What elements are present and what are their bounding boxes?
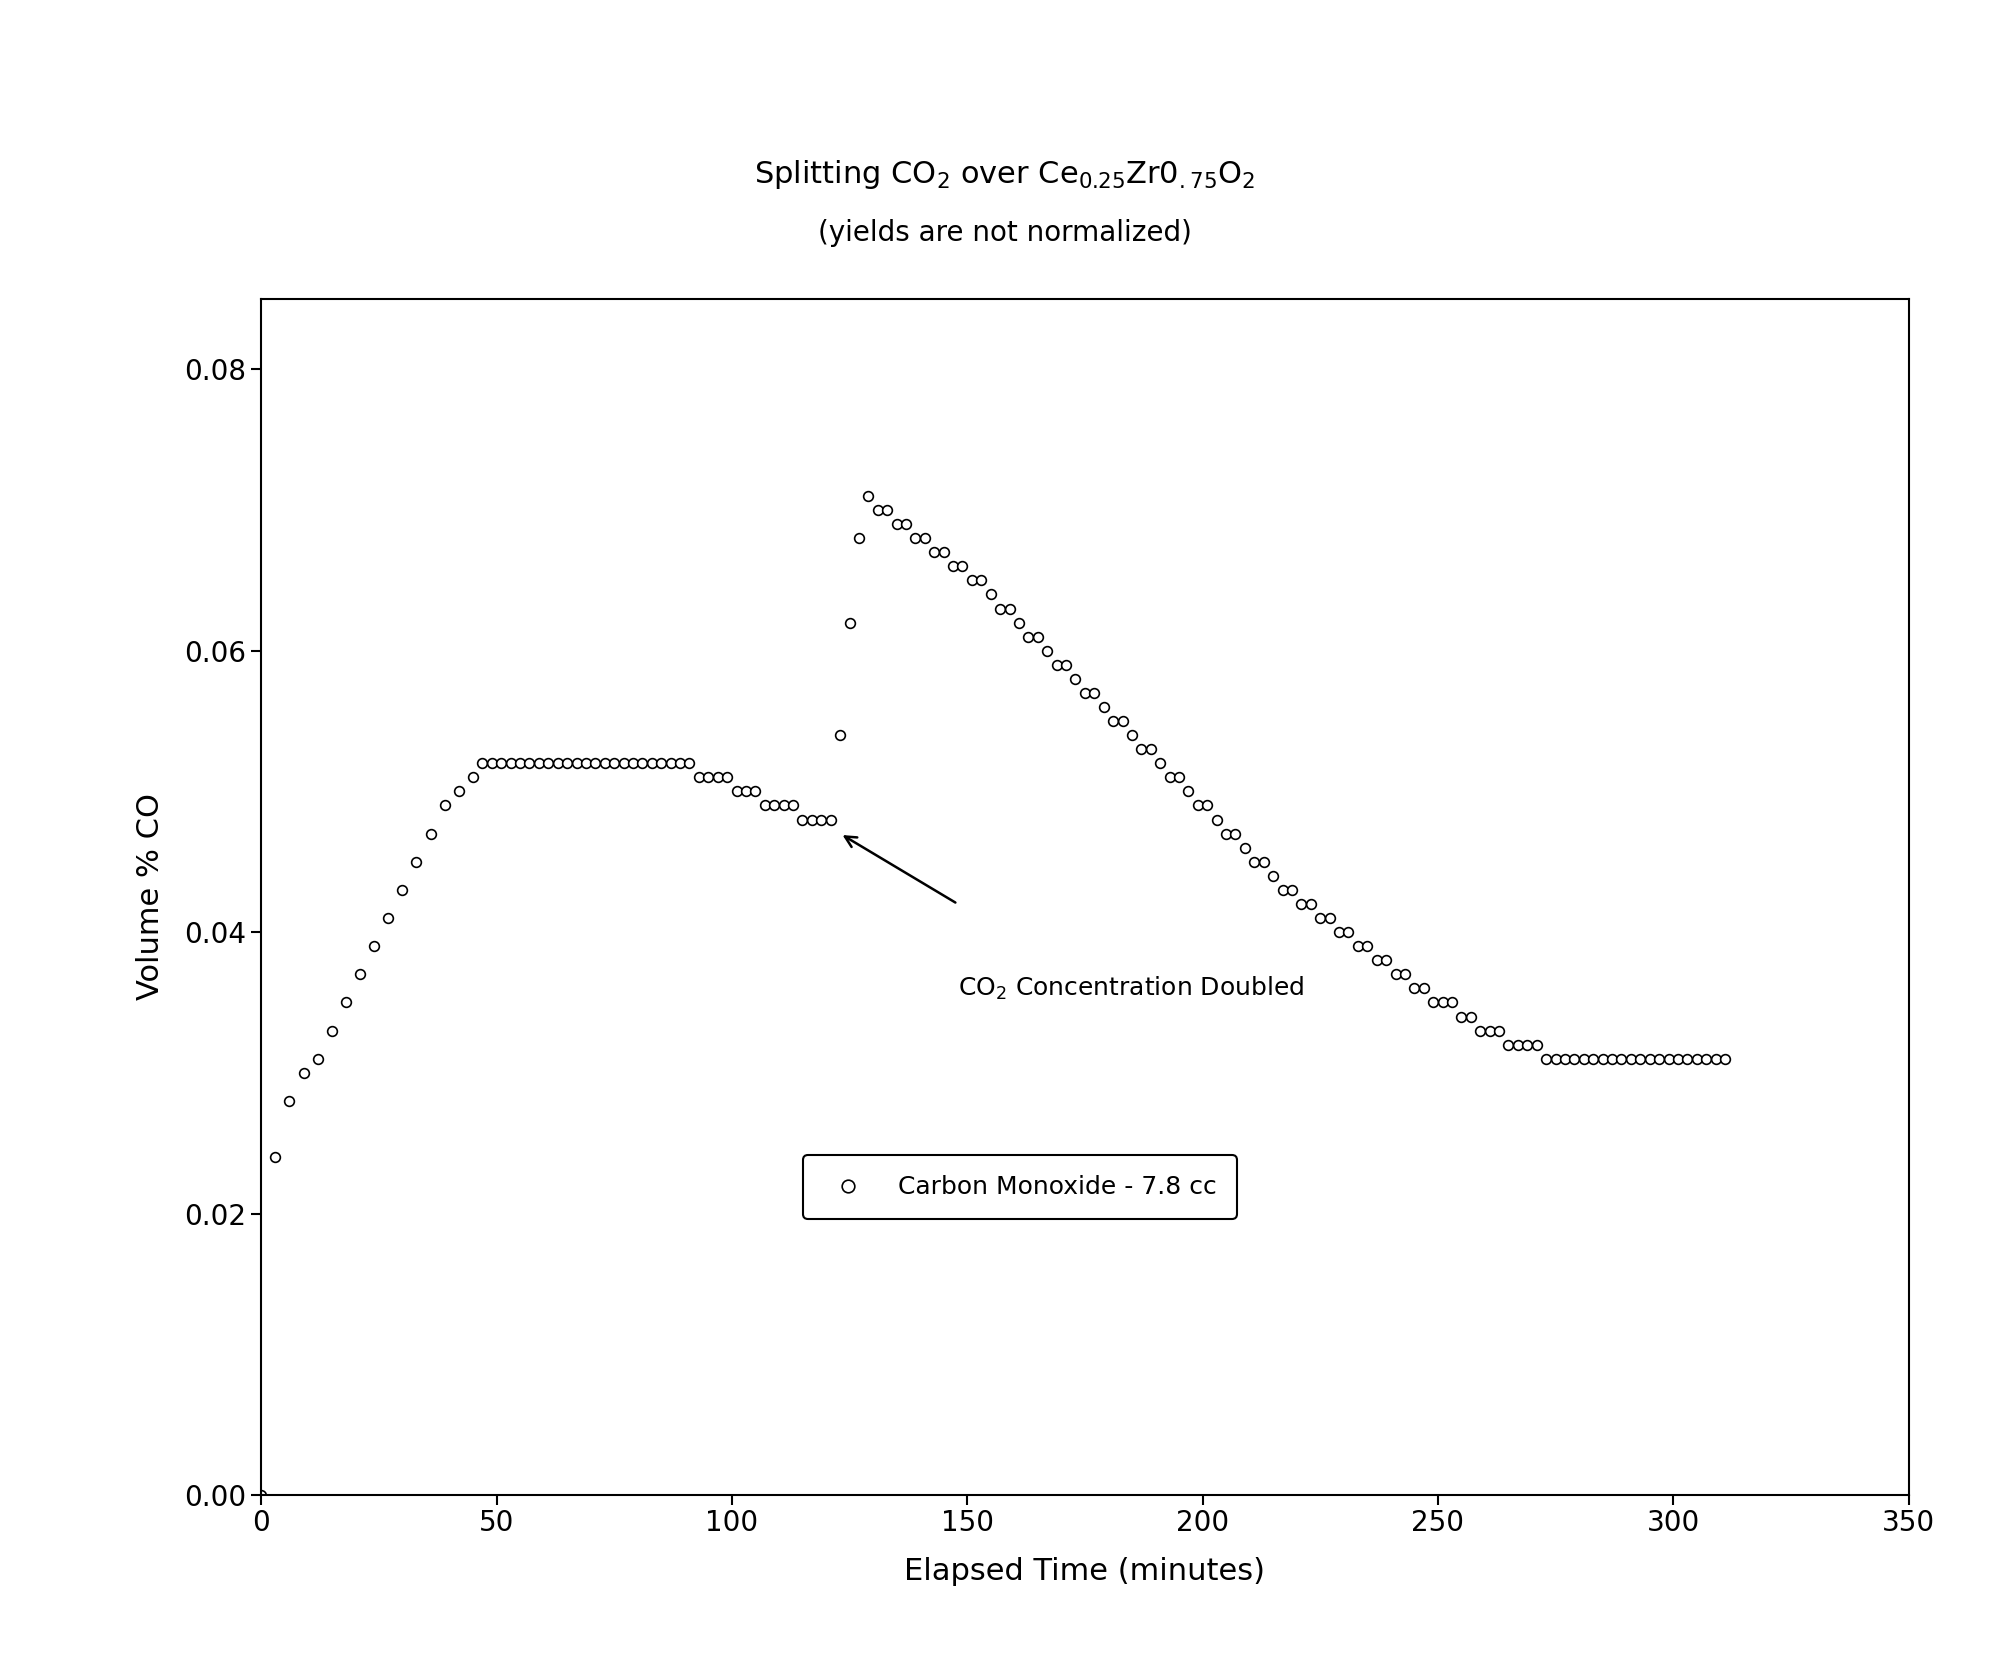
Carbon Monoxide - 7.8 cc — [1714, 1048, 1738, 1068]
Carbon Monoxide - 7.8 cc — [856, 487, 880, 507]
Legend: Carbon Monoxide - 7.8 cc: Carbon Monoxide - 7.8 cc — [804, 1156, 1238, 1219]
Carbon Monoxide - 7.8 cc — [1487, 1020, 1511, 1040]
Carbon Monoxide - 7.8 cc — [1553, 1048, 1577, 1068]
Text: CO$_2$ Concentration Doubled: CO$_2$ Concentration Doubled — [958, 975, 1304, 1002]
Carbon Monoxide - 7.8 cc — [1535, 1048, 1559, 1068]
Carbon Monoxide - 7.8 cc — [1581, 1048, 1605, 1068]
Line: Carbon Monoxide - 7.8 cc: Carbon Monoxide - 7.8 cc — [864, 492, 1730, 1063]
Text: (yields are not normalized): (yields are not normalized) — [818, 219, 1191, 246]
X-axis label: Elapsed Time (minutes): Elapsed Time (minutes) — [904, 1556, 1266, 1586]
Y-axis label: Volume % CO: Volume % CO — [137, 794, 165, 1000]
Carbon Monoxide - 7.8 cc — [1525, 1035, 1549, 1055]
Carbon Monoxide - 7.8 cc — [1543, 1048, 1567, 1068]
Text: Splitting CO$_2$ over Ce$_{0.25}$Zr0$_{.75}$O$_2$: Splitting CO$_2$ over Ce$_{0.25}$Zr0$_{.… — [753, 158, 1256, 191]
Carbon Monoxide - 7.8 cc — [1364, 950, 1388, 970]
